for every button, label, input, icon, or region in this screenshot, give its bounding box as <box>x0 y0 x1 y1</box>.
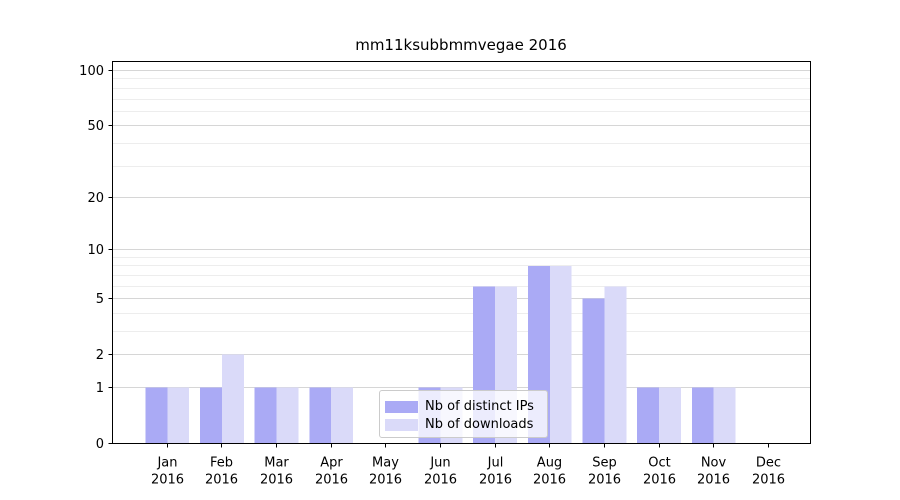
legend-label-downloads: Nb of downloads <box>425 417 534 432</box>
x-tick-label-year: 2016 <box>533 473 566 488</box>
x-tick-label-month: Oct <box>648 456 670 471</box>
y-tick-label: 10 <box>87 243 104 258</box>
bar-oct-series0 <box>637 387 660 444</box>
axis-frame <box>112 61 811 444</box>
y-tick-label: 20 <box>87 191 104 206</box>
x-tick-label-month: Sep <box>592 456 617 471</box>
x-tick-label-year: 2016 <box>151 473 184 488</box>
x-tick-label-year: 2016 <box>588 473 621 488</box>
x-tick-label-month: Apr <box>320 456 343 471</box>
x-tick-label-month: Feb <box>210 456 233 471</box>
x-tick-label-month: Jul <box>487 456 504 471</box>
x-tick-label-year: 2016 <box>752 473 785 488</box>
legend-swatch-distinct-ips <box>385 400 418 413</box>
legend: Nb of distinct IPs Nb of downloads <box>379 390 548 438</box>
legend-swatch-downloads <box>385 418 418 431</box>
y-tick-label: 50 <box>87 119 104 134</box>
bar-mar-series1 <box>276 387 299 444</box>
legend-item: Nb of distinct IPs <box>385 399 539 414</box>
x-tick-label-year: 2016 <box>697 473 730 488</box>
x-tick-label-year: 2016 <box>315 473 348 488</box>
bar-jan-series0 <box>145 387 168 444</box>
bar-mar-series0 <box>254 387 277 444</box>
x-tick-label-month: Jan <box>156 456 177 471</box>
legend-label-distinct-ips: Nb of distinct IPs <box>425 399 534 414</box>
bar-oct-series1 <box>659 387 681 444</box>
bar-jan-series1 <box>167 387 190 444</box>
x-tick-label-year: 2016 <box>260 473 293 488</box>
x-tick-label-month: May <box>372 456 399 471</box>
legend-item: Nb of downloads <box>385 417 539 432</box>
y-tick-label: 1 <box>96 381 104 396</box>
y-tick-label: 5 <box>96 292 104 307</box>
bar-aug-series1 <box>549 265 572 444</box>
chart-title: mm11ksubbmmvegae 2016 <box>355 36 567 54</box>
y-tick-label: 0 <box>96 437 104 452</box>
bar-sep-series1 <box>604 286 627 444</box>
x-tick-label-month: Aug <box>537 456 562 471</box>
bar-feb-series0 <box>200 387 222 444</box>
bar-apr-series0 <box>309 387 332 444</box>
x-tick-label-year: 2016 <box>643 473 676 488</box>
x-tick-label-month: Jun <box>429 456 450 471</box>
x-tick-label-year: 2016 <box>424 473 457 488</box>
bar-feb-series1 <box>221 354 244 444</box>
y-tick-label: 2 <box>96 348 104 363</box>
x-tick-label-month: Mar <box>264 456 289 471</box>
x-tick-label-month: Dec <box>756 456 781 471</box>
x-tick-label-year: 2016 <box>205 473 238 488</box>
y-tick-label: 100 <box>79 64 104 79</box>
x-tick-label-year: 2016 <box>369 473 402 488</box>
bar-nov-series1 <box>713 387 736 444</box>
bar-sep-series0 <box>582 298 605 444</box>
bar-apr-series1 <box>331 387 354 444</box>
x-tick-label-year: 2016 <box>479 473 512 488</box>
bar-nov-series0 <box>691 387 714 444</box>
x-tick-label-month: Nov <box>701 456 727 471</box>
